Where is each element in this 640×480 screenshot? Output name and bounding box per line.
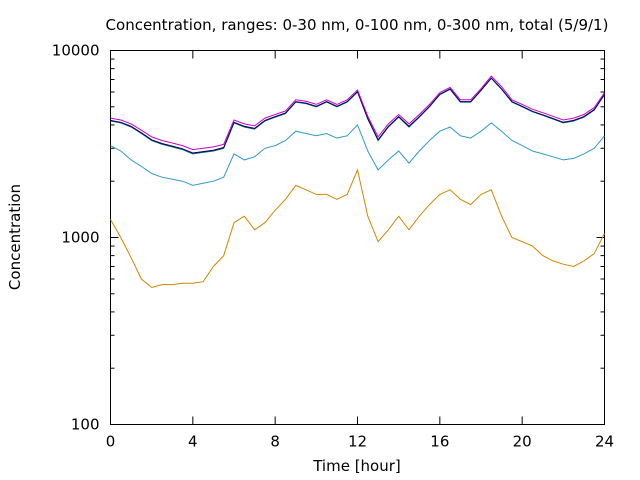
y-axis-ticks: 100 1000 10000 bbox=[52, 42, 605, 434]
x-tick-label: 16 bbox=[430, 433, 449, 451]
y-axis-title: Concentration bbox=[6, 184, 24, 290]
x-axis-ticks: 0 4 8 12 16 20 24 bbox=[106, 50, 614, 451]
x-tick-label: 20 bbox=[513, 433, 532, 451]
x-tick-label: 8 bbox=[270, 433, 280, 451]
y-tick-label: 10000 bbox=[52, 42, 100, 60]
y-tick-label: 1000 bbox=[61, 229, 99, 247]
series-line-1 bbox=[110, 168, 605, 289]
series-layer bbox=[110, 75, 605, 289]
x-tick-label: 24 bbox=[595, 433, 614, 451]
series-line-5 bbox=[110, 75, 605, 151]
x-axis-title: Time [hour] bbox=[312, 457, 401, 475]
x-tick-label: 12 bbox=[348, 433, 367, 451]
series-line-2 bbox=[110, 122, 605, 186]
y-tick-label: 100 bbox=[71, 416, 100, 434]
series-line-4 bbox=[110, 77, 605, 154]
x-tick-label: 0 bbox=[106, 433, 116, 451]
chart-title: Concentration, ranges: 0-30 nm, 0-100 nm… bbox=[106, 16, 609, 34]
plot-frame bbox=[110, 50, 605, 425]
x-tick-label: 4 bbox=[188, 433, 198, 451]
